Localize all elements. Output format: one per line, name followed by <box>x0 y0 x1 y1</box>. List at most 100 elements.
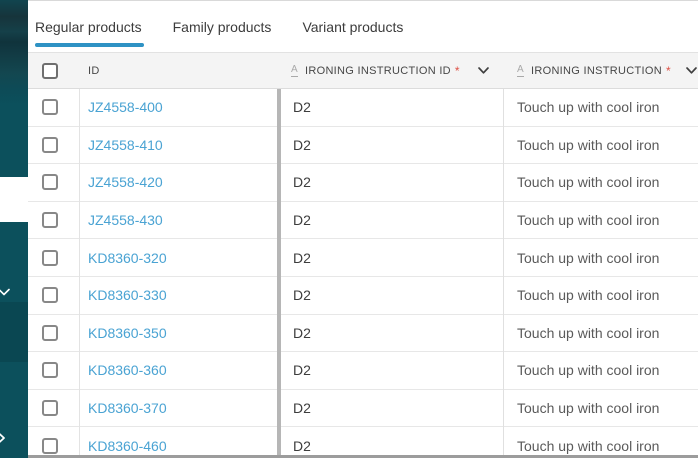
product-grid-area: Regular products Family products Variant… <box>28 0 698 458</box>
column-header-id[interactable]: ID <box>80 53 277 88</box>
ironing-instruction-id-cell: D2 <box>293 287 311 304</box>
row-select-cell <box>28 362 80 379</box>
product-id-cell: JZ4558-400 <box>80 99 277 115</box>
product-id-link[interactable]: JZ4558-430 <box>88 212 163 229</box>
row-checkbox[interactable] <box>42 287 58 304</box>
product-id-link[interactable]: KD8360-370 <box>88 400 167 417</box>
row-checkbox[interactable] <box>42 362 58 379</box>
column-resize-handle[interactable] <box>277 89 281 456</box>
ironing-instruction-id-cell: D2 <box>293 174 311 191</box>
product-id-cell: JZ4558-430 <box>80 212 277 228</box>
bottom-edge-bar <box>28 455 698 458</box>
panel-gap <box>0 177 28 222</box>
row-select-cell <box>28 287 80 304</box>
column-label: ID <box>88 64 100 77</box>
text-attribute-icon: A <box>517 63 524 77</box>
header-cell-select <box>28 53 80 88</box>
column-chevron-down-icon[interactable] <box>685 66 698 75</box>
table-row: KD8360-360 D2 Touch up with cool iron <box>28 352 698 390</box>
tab-regular-products[interactable]: Regular products <box>35 1 144 52</box>
ironing-instruction-cell: Touch up with cool iron <box>517 212 660 229</box>
ironing-instruction-id-cell: D2 <box>293 362 311 379</box>
tab-label: Variant products <box>302 18 404 35</box>
left-panel <box>0 0 28 458</box>
table-body: JZ4558-400 D2 Touch up with cool iron JZ… <box>28 89 698 458</box>
row-checkbox[interactable] <box>42 136 58 153</box>
row-select-cell <box>28 249 80 266</box>
row-checkbox[interactable] <box>42 99 58 116</box>
product-id-cell: KD8360-460 <box>80 438 277 454</box>
product-id-link[interactable]: JZ4558-400 <box>88 99 163 116</box>
table-row: JZ4558-400 D2 Touch up with cool iron <box>28 89 698 127</box>
row-select-cell <box>28 324 80 341</box>
row-checkbox[interactable] <box>42 174 58 191</box>
tab-family-products[interactable]: Family products <box>173 1 272 52</box>
sidebar-collapse-chevron-down-icon[interactable] <box>0 287 11 297</box>
product-id-cell: JZ4558-410 <box>80 137 277 153</box>
product-id-cell: KD8360-350 <box>80 325 277 341</box>
row-select-cell <box>28 174 80 191</box>
row-select-cell <box>28 136 80 153</box>
table-row: JZ4558-430 D2 Touch up with cool iron <box>28 201 698 240</box>
ironing-instruction-id-cell: D2 <box>293 136 311 153</box>
ironing-instruction-cell: Touch up with cool iron <box>517 136 660 153</box>
active-tab-underline <box>35 43 144 47</box>
row-checkbox[interactable] <box>42 249 58 266</box>
ironing-instruction-id-cell: D2 <box>293 400 311 417</box>
select-all-checkbox[interactable] <box>42 62 58 79</box>
product-id-cell: KD8360-360 <box>80 362 277 378</box>
required-marker: * <box>665 63 671 78</box>
product-id-cell: KD8360-330 <box>80 287 277 303</box>
product-type-tabs: Regular products Family products Variant… <box>28 1 698 52</box>
row-checkbox[interactable] <box>42 212 58 229</box>
table-header-row: ID A IRONING INSTRUCTION ID * A IRONING … <box>28 52 698 89</box>
sidebar-expand-chevron-right-icon[interactable] <box>0 430 6 446</box>
column-header-ironing-instruction[interactable]: A IRONING INSTRUCTION * <box>503 53 698 88</box>
required-marker: * <box>454 63 460 78</box>
ironing-instruction-cell: Touch up with cool iron <box>517 99 660 116</box>
product-id-link[interactable]: JZ4558-410 <box>88 136 163 153</box>
row-select-cell <box>28 99 80 116</box>
ironing-instruction-cell: Touch up with cool iron <box>517 400 660 417</box>
column-header-ironing-instruction-id[interactable]: A IRONING INSTRUCTION ID * <box>277 53 503 88</box>
panel-image-thumbnail <box>0 0 28 105</box>
table-row: JZ4558-420 D2 Touch up with cool iron <box>28 164 698 202</box>
ironing-instruction-id-cell: D2 <box>293 437 311 454</box>
product-id-link[interactable]: JZ4558-420 <box>88 174 163 191</box>
product-id-link[interactable]: KD8360-330 <box>88 287 167 304</box>
row-checkbox[interactable] <box>42 437 58 454</box>
row-select-cell <box>28 437 80 454</box>
table-row: KD8360-330 D2 Touch up with cool iron <box>28 276 698 315</box>
ironing-instruction-cell: Touch up with cool iron <box>517 362 660 379</box>
ironing-instruction-cell: Touch up with cool iron <box>517 324 660 341</box>
product-id-link[interactable]: KD8360-460 <box>88 437 167 454</box>
row-select-cell <box>28 400 80 417</box>
table-row: KD8360-370 D2 Touch up with cool iron <box>28 389 698 428</box>
product-id-link[interactable]: KD8360-320 <box>88 249 167 266</box>
ironing-instruction-id-cell: D2 <box>293 99 311 116</box>
product-id-cell: JZ4558-420 <box>80 174 277 190</box>
tab-variant-products[interactable]: Variant products <box>302 1 403 52</box>
column-label: IRONING INSTRUCTION ID <box>304 64 451 77</box>
table-row: KD8360-350 D2 Touch up with cool iron <box>28 314 698 353</box>
row-checkbox[interactable] <box>42 400 58 417</box>
table-row: KD8360-460 D2 Touch up with cool iron <box>28 427 698 458</box>
table-row: JZ4558-410 D2 Touch up with cool iron <box>28 126 698 165</box>
product-id-link[interactable]: KD8360-350 <box>88 324 167 341</box>
row-checkbox[interactable] <box>42 324 58 341</box>
tab-label: Family products <box>172 18 272 35</box>
ironing-instruction-cell: Touch up with cool iron <box>517 249 660 266</box>
panel-section <box>0 302 28 362</box>
ironing-instruction-id-cell: D2 <box>293 324 311 341</box>
ironing-instruction-cell: Touch up with cool iron <box>517 437 660 454</box>
tab-label: Regular products <box>35 18 142 35</box>
text-attribute-icon: A <box>291 63 298 77</box>
product-id-link[interactable]: KD8360-360 <box>88 362 167 379</box>
row-select-cell <box>28 212 80 229</box>
ironing-instruction-id-cell: D2 <box>293 212 311 229</box>
table-row: KD8360-320 D2 Touch up with cool iron <box>28 239 698 277</box>
column-chevron-down-icon[interactable] <box>477 66 490 75</box>
ironing-instruction-cell: Touch up with cool iron <box>517 287 660 304</box>
ironing-instruction-id-cell: D2 <box>293 249 311 266</box>
